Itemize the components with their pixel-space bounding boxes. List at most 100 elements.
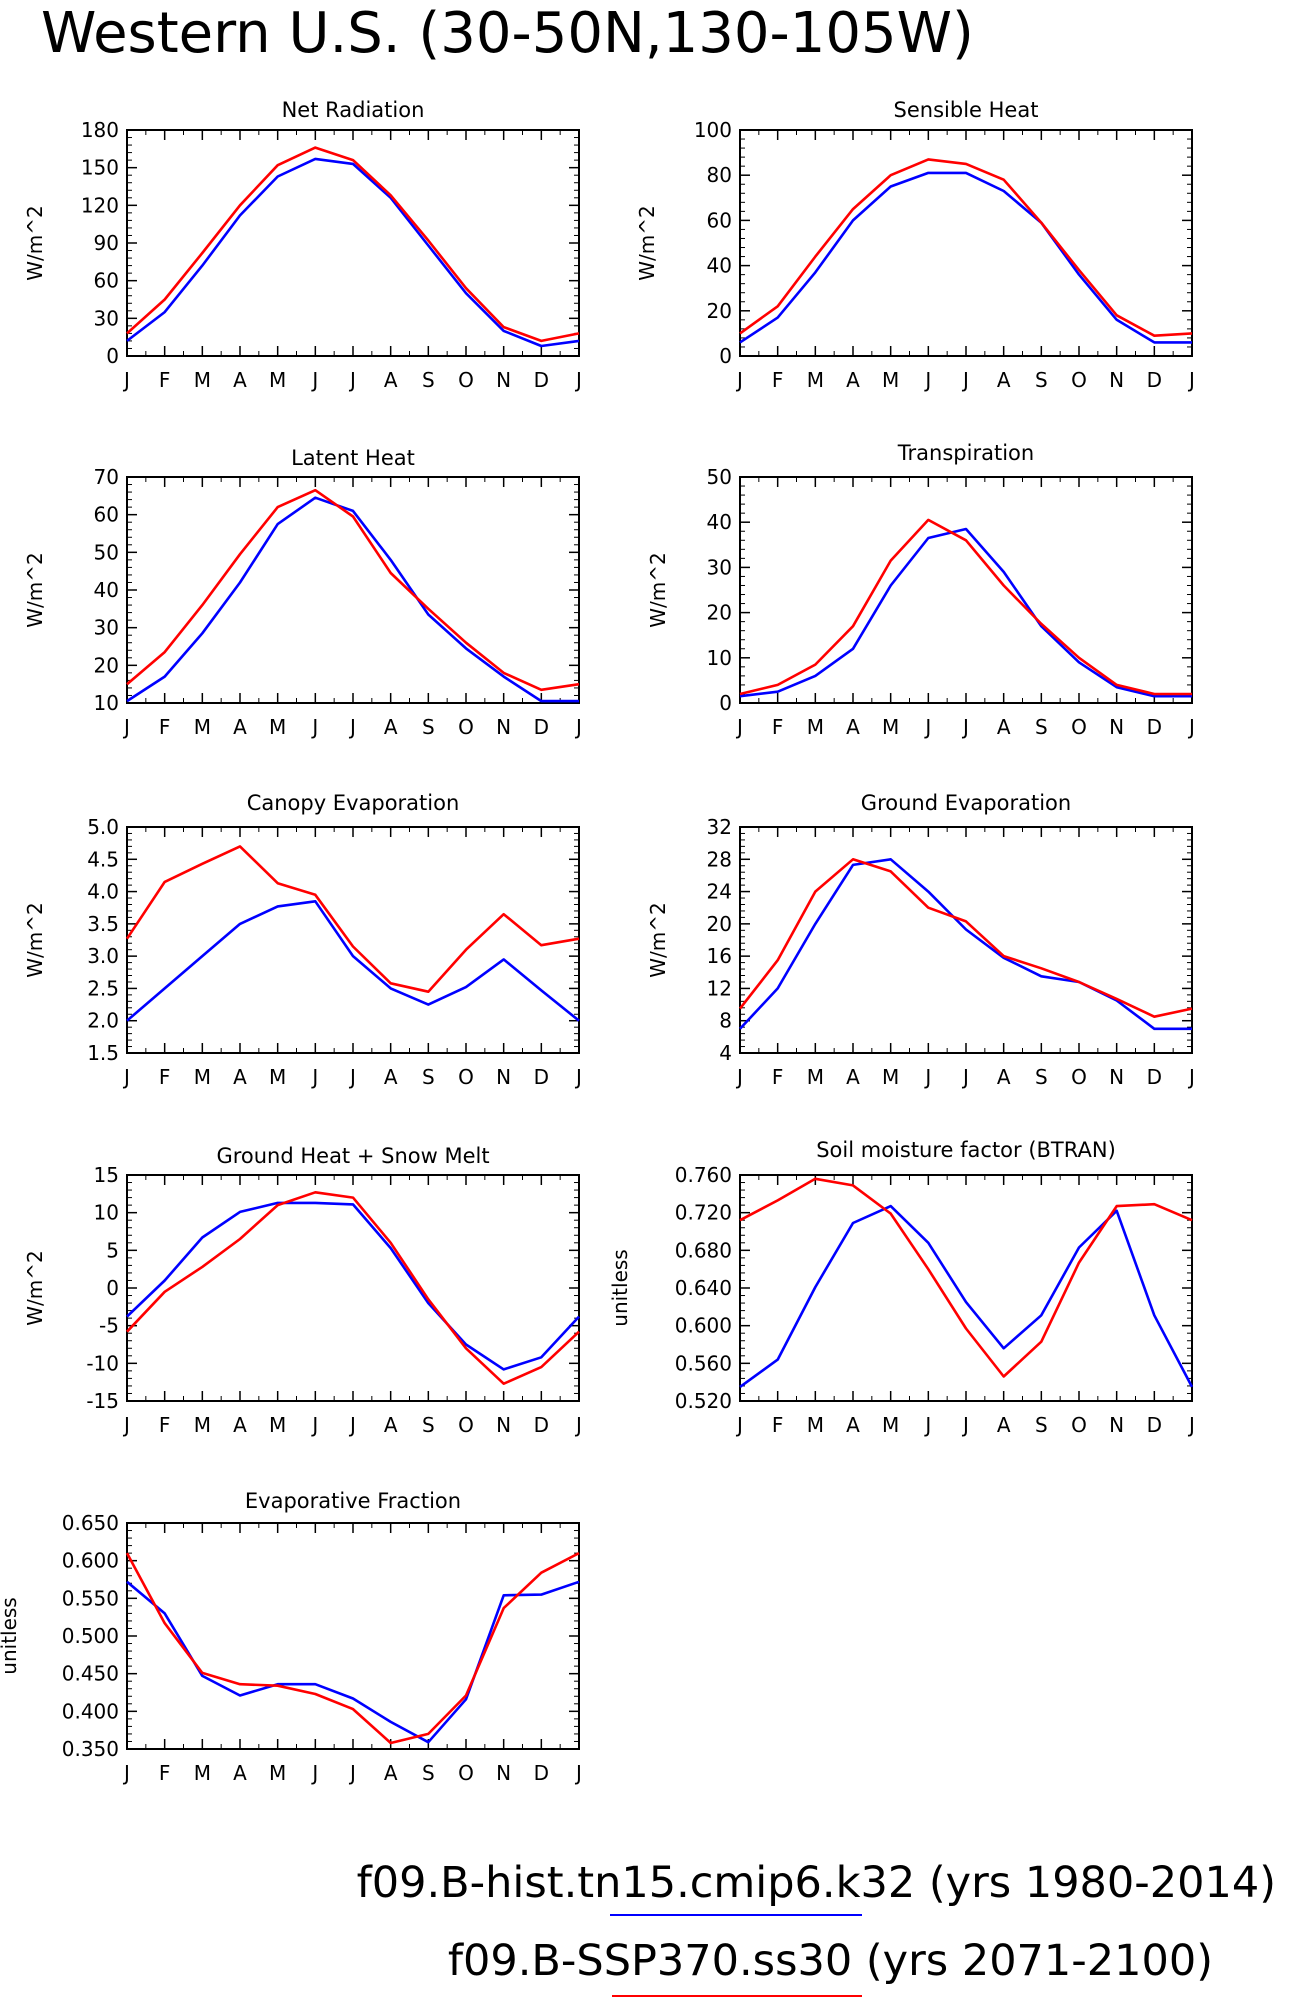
x-tick-label: F [159, 715, 171, 739]
series-line-hist [739, 171, 1192, 344]
x-tick-label: J [1187, 1413, 1195, 1437]
y-tick-label: 5 [106, 1238, 119, 1262]
y-tick-label: 0.640 [675, 1276, 732, 1300]
x-tick-label: A [233, 1065, 247, 1089]
y-tick-label: 0.560 [675, 1351, 732, 1375]
x-tick-label: S [1035, 368, 1048, 392]
y-tick-label: 0 [106, 1276, 119, 1300]
x-tick-label: M [269, 1761, 286, 1785]
x-tick-label: O [1071, 1413, 1087, 1437]
y-tick-label: 50 [94, 540, 119, 564]
y-tick-label: 120 [81, 193, 119, 217]
y-tick-label: 0 [106, 344, 119, 368]
x-tick-label: J [574, 368, 582, 392]
series-line-hist [739, 527, 1192, 698]
y-tick-label: 40 [707, 510, 732, 534]
y-tick-label: 40 [94, 578, 119, 602]
legend: f09.B-hist.tn15.cmip6.k32 (yrs 1980-2014… [357, 1858, 1276, 1997]
x-tick-label: A [997, 1065, 1011, 1089]
y-tick-label: 80 [707, 163, 732, 187]
panel-title: Ground Evaporation [861, 791, 1071, 815]
x-tick-label: M [194, 1761, 211, 1785]
y-tick-label: 12 [707, 976, 732, 1000]
x-tick-label: M [269, 1065, 286, 1089]
panel-canopy-evaporation: J F M A M J J A S O N D J1.52.02.53.03.54.04.55.0Can… [23, 791, 582, 1089]
x-tick-label: A [233, 715, 247, 739]
y-tick-label: 0.650 [62, 1511, 119, 1535]
y-tick-label: 100 [694, 118, 732, 142]
x-tick-label: J [122, 715, 130, 739]
x-tick-label: S [422, 1761, 435, 1785]
y-tick-label: -15 [86, 1389, 119, 1413]
x-tick-label: M [807, 368, 824, 392]
y-tick-label: 4 [719, 1041, 732, 1065]
x-tick-label: M [194, 1413, 211, 1437]
legend-label-ssp: f09.B-SSP370.ss30 (yrs 2071-2100) [448, 1936, 1213, 1986]
x-tick-label: D [534, 715, 549, 739]
x-tick-label: J [310, 1065, 318, 1089]
y-tick-label: 15 [94, 1163, 119, 1187]
y-tick-label: 90 [94, 231, 119, 255]
series-line-ssp [739, 158, 1193, 338]
x-tick-label: S [1035, 1413, 1048, 1437]
y-axis-label: W/m^2 [646, 902, 670, 977]
x-tick-label: J [310, 715, 318, 739]
x-tick-label: A [233, 368, 247, 392]
x-tick-label: J [923, 1065, 931, 1089]
y-tick-label: 0.350 [62, 1737, 119, 1761]
y-tick-label: 50 [707, 465, 732, 489]
series-line-hist [126, 496, 579, 703]
y-tick-label: 0 [719, 344, 732, 368]
x-tick-label: M [269, 715, 286, 739]
x-tick-label: J [735, 715, 743, 739]
x-tick-label: J [310, 1413, 318, 1437]
x-tick-label: D [1147, 368, 1162, 392]
y-tick-label: 0.550 [62, 1586, 119, 1610]
x-tick-label: N [496, 1761, 511, 1785]
x-tick-label: J [735, 1065, 743, 1089]
x-tick-label: N [1109, 1065, 1124, 1089]
y-axis-label: W/m^2 [23, 205, 47, 280]
x-tick-label: A [997, 715, 1011, 739]
series-line-hist [739, 857, 1192, 1031]
y-tick-label: 30 [94, 616, 119, 640]
x-tick-label: D [1147, 715, 1162, 739]
x-tick-label: J [923, 368, 931, 392]
x-tick-label: J [574, 1413, 582, 1437]
series-line-ssp [126, 1191, 580, 1385]
x-tick-label: J [310, 368, 318, 392]
x-tick-label: M [807, 715, 824, 739]
x-tick-label: J [310, 1761, 318, 1785]
panel-soil-moisture-factor-btran: J F M A M J J A S O N D J0.5200.5600.6000.6400.6800.… [608, 1138, 1195, 1437]
x-tick-label: D [534, 1413, 549, 1437]
y-tick-label: 60 [94, 269, 119, 293]
y-tick-label: 0.500 [62, 1624, 119, 1648]
x-tick-label: O [1071, 368, 1087, 392]
series-line-ssp [739, 518, 1192, 696]
y-tick-label: 0.520 [675, 1389, 732, 1413]
y-tick-label: 20 [94, 653, 119, 677]
panel-title: Latent Heat [291, 446, 415, 470]
x-tick-label: A [384, 1761, 398, 1785]
y-tick-label: 3.5 [87, 912, 119, 936]
x-tick-label: J [735, 368, 743, 392]
x-tick-label: F [159, 1413, 171, 1437]
y-tick-label: 2.5 [87, 976, 119, 1000]
x-tick-label: S [1035, 1065, 1048, 1089]
x-tick-label: N [1109, 1413, 1124, 1437]
x-tick-label: A [384, 715, 398, 739]
x-tick-label: A [997, 1413, 1011, 1437]
x-tick-label: M [194, 368, 211, 392]
x-tick-label: J [1187, 1065, 1195, 1089]
x-tick-label: A [846, 1065, 860, 1089]
y-tick-label: 30 [707, 555, 732, 579]
y-tick-label: 0 [719, 691, 732, 715]
x-tick-label: D [534, 1065, 549, 1089]
figure-title: Western U.S. (30-50N,130-105W) [41, 1, 974, 66]
y-axis-label: W/m^2 [23, 552, 47, 627]
x-tick-label: F [772, 368, 784, 392]
